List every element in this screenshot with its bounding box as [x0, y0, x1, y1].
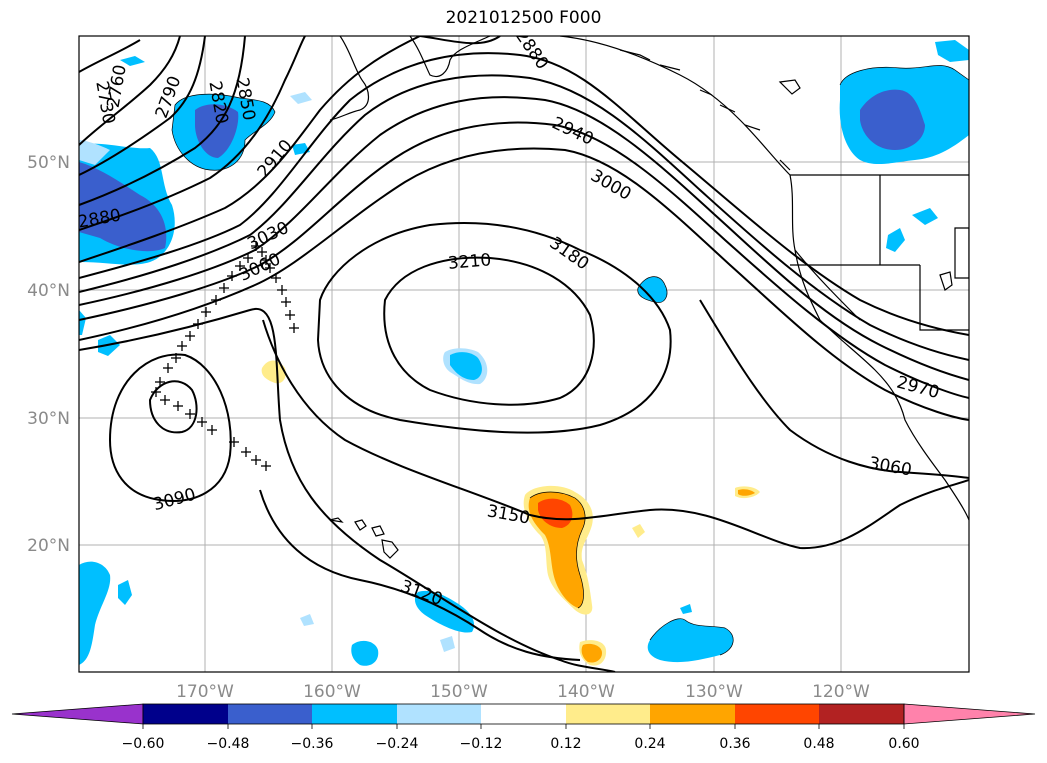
- colorbar-tick: −0.48: [207, 736, 250, 752]
- colorbar-low-extend: [11, 703, 144, 725]
- lon-label-120w: 120°W: [812, 682, 870, 702]
- lon-label-140w: 140°W: [557, 682, 615, 702]
- lon-label-170w: 170°W: [176, 682, 234, 702]
- storm-track-markers: [151, 241, 299, 471]
- lon-label-160w: 160°W: [303, 682, 361, 702]
- anomaly-outlines: [171, 65, 969, 656]
- lon-label-130w: 130°W: [685, 682, 743, 702]
- coastlines: [329, 36, 969, 559]
- colorbar-segment: [397, 704, 481, 724]
- colorbar-segment: [143, 704, 228, 724]
- colorbar: −0.60 −0.48 −0.36 −0.24 −0.12 0.12 0.24 …: [11, 703, 1036, 752]
- colorbar-segment: [228, 704, 312, 724]
- colorbar-segment: [312, 704, 397, 724]
- lon-label-150w: 150°W: [430, 682, 488, 702]
- height-contours: [79, 36, 969, 672]
- colorbar-high-extend: [903, 703, 1036, 725]
- colorbar-segment: [735, 704, 819, 724]
- colorbar-segment: [650, 704, 735, 724]
- map-title: 2021012500 F000: [445, 8, 602, 28]
- plot-frame: [78, 35, 970, 673]
- colorbar-tick: −0.36: [291, 736, 334, 752]
- colorbar-segment: [481, 704, 566, 724]
- colorbar-tick: 0.36: [719, 736, 750, 752]
- colorbar-segment: [566, 704, 650, 724]
- lat-label-30n: 30°N: [27, 409, 70, 429]
- latitude-labels: 50°N 40°N 30°N 20°N: [27, 153, 70, 556]
- lat-label-50n: 50°N: [27, 153, 70, 173]
- colorbar-tick: −0.60: [122, 736, 165, 752]
- contour-label: 3210: [447, 250, 492, 274]
- colorbar-segment: [819, 704, 904, 724]
- longitude-labels: 170°W 160°W 150°W 140°W 130°W 120°W: [176, 682, 870, 702]
- colorbar-tick: 0.60: [888, 736, 919, 752]
- colorbar-tick: 0.24: [634, 736, 665, 752]
- colorbar-tick: −0.12: [460, 736, 503, 752]
- colorbar-tick: 0.48: [803, 736, 834, 752]
- lat-label-20n: 20°N: [27, 536, 70, 556]
- lat-label-40n: 40°N: [27, 281, 70, 301]
- colorbar-tick: 0.12: [550, 736, 581, 752]
- colorbar-tick: −0.24: [376, 736, 419, 752]
- graticule: [79, 36, 969, 672]
